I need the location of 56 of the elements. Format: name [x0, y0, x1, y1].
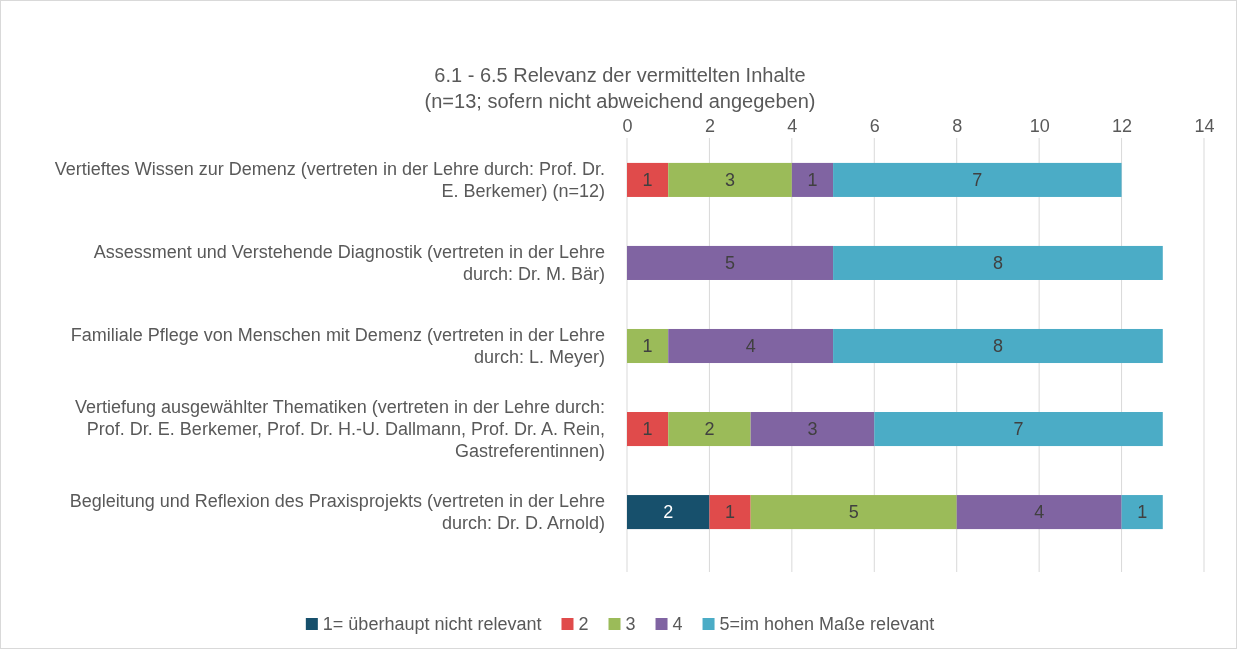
- chart-subtitle: (n=13; sofern nicht abweichend angegeben): [424, 90, 816, 112]
- bar: [833, 328, 1163, 364]
- data-label: 2: [704, 419, 715, 440]
- legend-label: 3: [625, 614, 636, 634]
- x-tick-label: 6: [869, 116, 880, 136]
- data-label: 1: [807, 169, 818, 190]
- data-label: 5: [725, 252, 736, 273]
- x-tick-label: 14: [1194, 116, 1215, 136]
- bar: [956, 495, 1122, 530]
- data-label: 3: [807, 419, 818, 440]
- x-tick-label: 8: [952, 116, 963, 136]
- data-label: 1: [1137, 502, 1148, 523]
- y-tick-label: Vertiefung ausgewählter Thematiken (vertreten in der Lehre durch: Prof. Dr. E. Berkemer, Prof. Dr. H.-U. Dallmann, Prof. Dr. A. Rein, Gastreferentinnen): [75, 397, 605, 462]
- bar: [709, 495, 751, 530]
- bar: [627, 412, 669, 447]
- data-label: 7: [1013, 419, 1024, 440]
- bar: [874, 412, 1163, 447]
- legend-label: 1= überhaupt nicht relevant: [322, 614, 542, 634]
- bar: [833, 162, 1122, 197]
- data-label: 3: [725, 169, 736, 190]
- data-label: 4: [745, 336, 756, 356]
- bar: [627, 245, 834, 280]
- chart-title: 6.1 - 6.5 Relevanz der vermittelten Inhalte: [434, 64, 806, 86]
- bar: [668, 162, 792, 197]
- y-tick-label: Assessment und Verstehende Diagnostik (vertreten in der Lehre durch: Dr. M. Bär): [93, 241, 605, 284]
- bar: [791, 162, 834, 197]
- x-tick-label: 10: [1029, 116, 1050, 136]
- bar: [750, 495, 957, 530]
- legend-label: 4: [672, 614, 683, 634]
- bar: [1121, 495, 1163, 530]
- legend-label: 5=im hohen Maße relevant: [719, 614, 935, 634]
- data-label: 1: [642, 336, 653, 356]
- bar: [627, 495, 710, 530]
- bar: [668, 412, 751, 447]
- y-tick-label: Vertieftes Wissen zur Demenz (vertreten in der Lehre durch: Prof. Dr. E. Berkemer) (n=12): [54, 158, 605, 201]
- data-label: 2: [663, 502, 674, 523]
- bar: [668, 328, 834, 364]
- data-label: 4: [1034, 502, 1045, 523]
- y-tick-label: Begleitung und Reflexion des Praxisprojekts (vertreten in der Lehre durch: Dr. D. Arnold): [69, 491, 605, 534]
- bar: [750, 412, 875, 447]
- legend-label: 2: [578, 614, 589, 634]
- data-label: 5: [848, 502, 859, 523]
- data-label: 7: [972, 169, 983, 190]
- data-label: 1: [642, 169, 653, 190]
- x-tick-label: 4: [787, 116, 798, 136]
- x-tick-label: 0: [622, 116, 633, 136]
- data-label: 8: [992, 336, 1003, 356]
- data-label: 1: [642, 419, 653, 440]
- data-label: 8: [992, 252, 1003, 273]
- x-tick-label: 2: [704, 116, 715, 136]
- x-tick-label: 12: [1112, 116, 1133, 136]
- bar: [627, 162, 669, 197]
- data-label: 1: [725, 502, 736, 523]
- y-tick-label: Familiale Pflege von Menschen mit Demenz (vertreten in der Lehre durch: L. Meyer): [70, 325, 605, 367]
- bar: [627, 328, 669, 364]
- bar: [833, 245, 1163, 280]
